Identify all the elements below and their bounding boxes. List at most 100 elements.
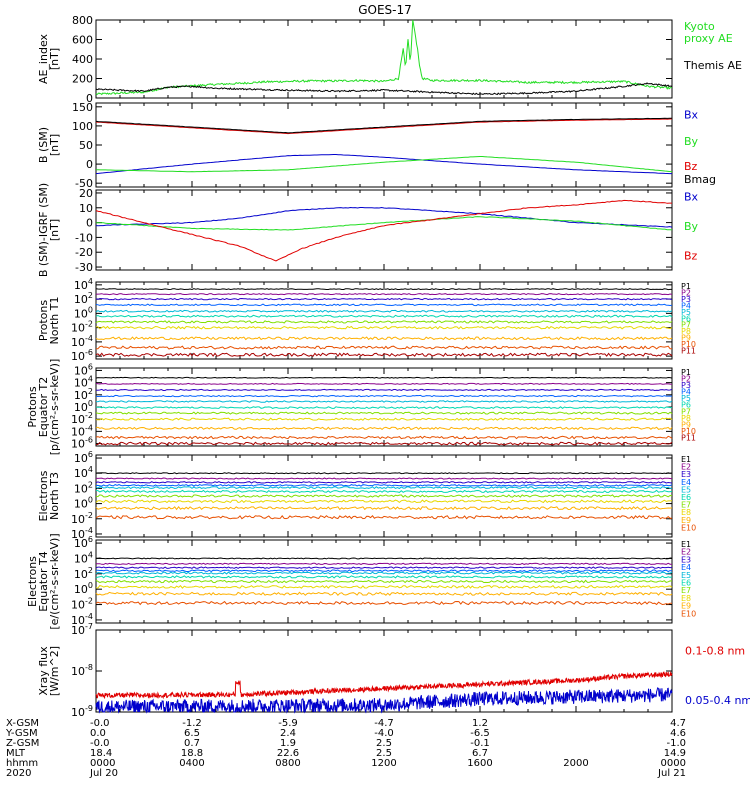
ephemeris-value: -1.2 xyxy=(182,718,202,729)
ephemeris-value: 0.7 xyxy=(184,738,200,749)
trace-P5 xyxy=(95,400,673,403)
y-axis-label: [p/(cm²-s-sr-keV)] xyxy=(48,359,61,456)
ephemeris-value: 0.0 xyxy=(90,728,106,739)
legend-Bx: Bx xyxy=(684,108,699,121)
ephemeris-value: 18.4 xyxy=(90,748,112,759)
ephemeris-row-label: Y-GSM xyxy=(5,728,38,739)
y-tick-label: 106 xyxy=(74,450,93,465)
y-tick-label: -50 xyxy=(75,177,93,190)
legend-Bx: Bx xyxy=(684,190,699,203)
legend-P9: P9 xyxy=(681,420,691,429)
legend-E6: E6 xyxy=(681,579,691,588)
legend-P4: P4 xyxy=(681,388,691,397)
legend-E1: E1 xyxy=(681,540,691,549)
panel-bsm_igrf: -30 -20 -100 10 20 B (SM)-IGRF (SM)[nT] Bx By Bz xyxy=(37,183,699,277)
trace-E10 xyxy=(95,600,673,606)
legend-P6: P6 xyxy=(681,401,691,410)
legend-E5: E5 xyxy=(681,485,691,494)
legend-P2: P2 xyxy=(681,288,691,297)
trace-0.1-0.8 nm xyxy=(95,670,673,700)
trace-P7 xyxy=(95,320,673,324)
trace-E3 xyxy=(95,566,673,569)
trace-E9 xyxy=(95,591,673,596)
legend-Bz: Bz xyxy=(684,160,698,173)
trace-E10 xyxy=(95,514,673,520)
trace-E5 xyxy=(95,486,673,490)
trace-P1 xyxy=(95,288,672,291)
panel-frame xyxy=(95,189,673,271)
y-tick-label: 106 xyxy=(74,535,93,550)
trace-E5 xyxy=(95,571,673,575)
ephemeris-row-label: 2020 xyxy=(6,768,31,779)
ephemeris-value: 6.5 xyxy=(184,728,200,739)
y-tick-label: 104 xyxy=(74,465,93,480)
y-axis-label: Xray flux xyxy=(37,646,50,696)
legend-P7: P7 xyxy=(681,407,691,416)
y-tick-label: -20 xyxy=(75,246,93,259)
ephemeris-value: -5.9 xyxy=(278,718,298,729)
trace-E1 xyxy=(95,472,673,475)
ephemeris-value: 1600 xyxy=(467,758,492,769)
trace-Bx xyxy=(95,206,673,228)
trace-Bmag xyxy=(95,117,672,134)
y-tick-label: 10-9 xyxy=(71,704,93,719)
y-tick-label: 102 xyxy=(74,480,93,495)
y-axis-label: Equator T4 xyxy=(37,551,50,611)
ephemeris-value: 2000 xyxy=(563,758,588,769)
legend-By: By xyxy=(684,135,699,148)
ephemeris-value: 6.7 xyxy=(472,748,488,759)
y-tick-label: 0 xyxy=(86,158,93,171)
ephemeris-value: 4.7 xyxy=(670,718,686,729)
legend-P5: P5 xyxy=(681,308,691,317)
y-tick-label: 10-2 xyxy=(71,511,93,526)
y-axis-label: [nT] xyxy=(48,134,61,156)
ephemeris-value: 1.9 xyxy=(280,738,296,749)
ephemeris-value: -4.0 xyxy=(374,728,394,739)
trace-Bz xyxy=(95,199,672,262)
y-tick-label: 0 xyxy=(86,92,93,105)
y-axis-label: Electrons xyxy=(26,556,39,607)
trace-0.05-0.4 nm xyxy=(95,687,673,714)
legend-P11: P11 xyxy=(681,433,696,442)
y-tick-label: 104 xyxy=(74,375,93,390)
y-tick-label: 10-2 xyxy=(71,320,93,335)
ephemeris-value: 2.5 xyxy=(376,738,392,749)
y-tick-label: 102 xyxy=(74,291,93,306)
legend-P8: P8 xyxy=(681,327,691,336)
y-axis-label: Equator T2 xyxy=(37,377,50,437)
legend-E4: E4 xyxy=(681,478,691,487)
legend-E10: E10 xyxy=(681,609,696,618)
ephemeris-value: -0.1 xyxy=(470,738,490,749)
ephemeris-row-label: hhmm xyxy=(6,758,38,769)
ephemeris-value: 4.6 xyxy=(670,728,686,739)
y-tick-label: 10-2 xyxy=(71,597,93,612)
trace-P10 xyxy=(96,345,672,350)
trace-E1 xyxy=(95,557,673,560)
y-tick-label: 400 xyxy=(72,53,93,66)
trace-P4 xyxy=(95,303,673,307)
ephemeris-row-label: X-GSM xyxy=(6,718,39,729)
ephemeris-value: -0.0 xyxy=(90,738,110,749)
legend-E6: E6 xyxy=(681,493,691,502)
y-tick-label: 10 xyxy=(79,202,93,215)
trace-E4 xyxy=(95,484,673,487)
legend-P1: P1 xyxy=(681,282,691,291)
y-tick-label: 100 xyxy=(74,399,93,414)
legend-P10: P10 xyxy=(681,340,696,349)
trace-Kyoto proxy AE xyxy=(95,19,673,96)
legend-P10: P10 xyxy=(681,427,696,436)
y-axis-label: B (SM) xyxy=(37,127,50,163)
legend-P8: P8 xyxy=(681,414,691,423)
y-axis-label: B (SM)-IGRF (SM) xyxy=(37,183,50,277)
y-tick-label: 10-8 xyxy=(71,663,93,678)
ephemeris-value: 0400 xyxy=(179,758,204,769)
trace-E2 xyxy=(95,562,673,565)
trace-E4 xyxy=(95,569,673,573)
y-tick-label: 800 xyxy=(72,14,93,27)
y-tick-label: 104 xyxy=(74,550,93,565)
